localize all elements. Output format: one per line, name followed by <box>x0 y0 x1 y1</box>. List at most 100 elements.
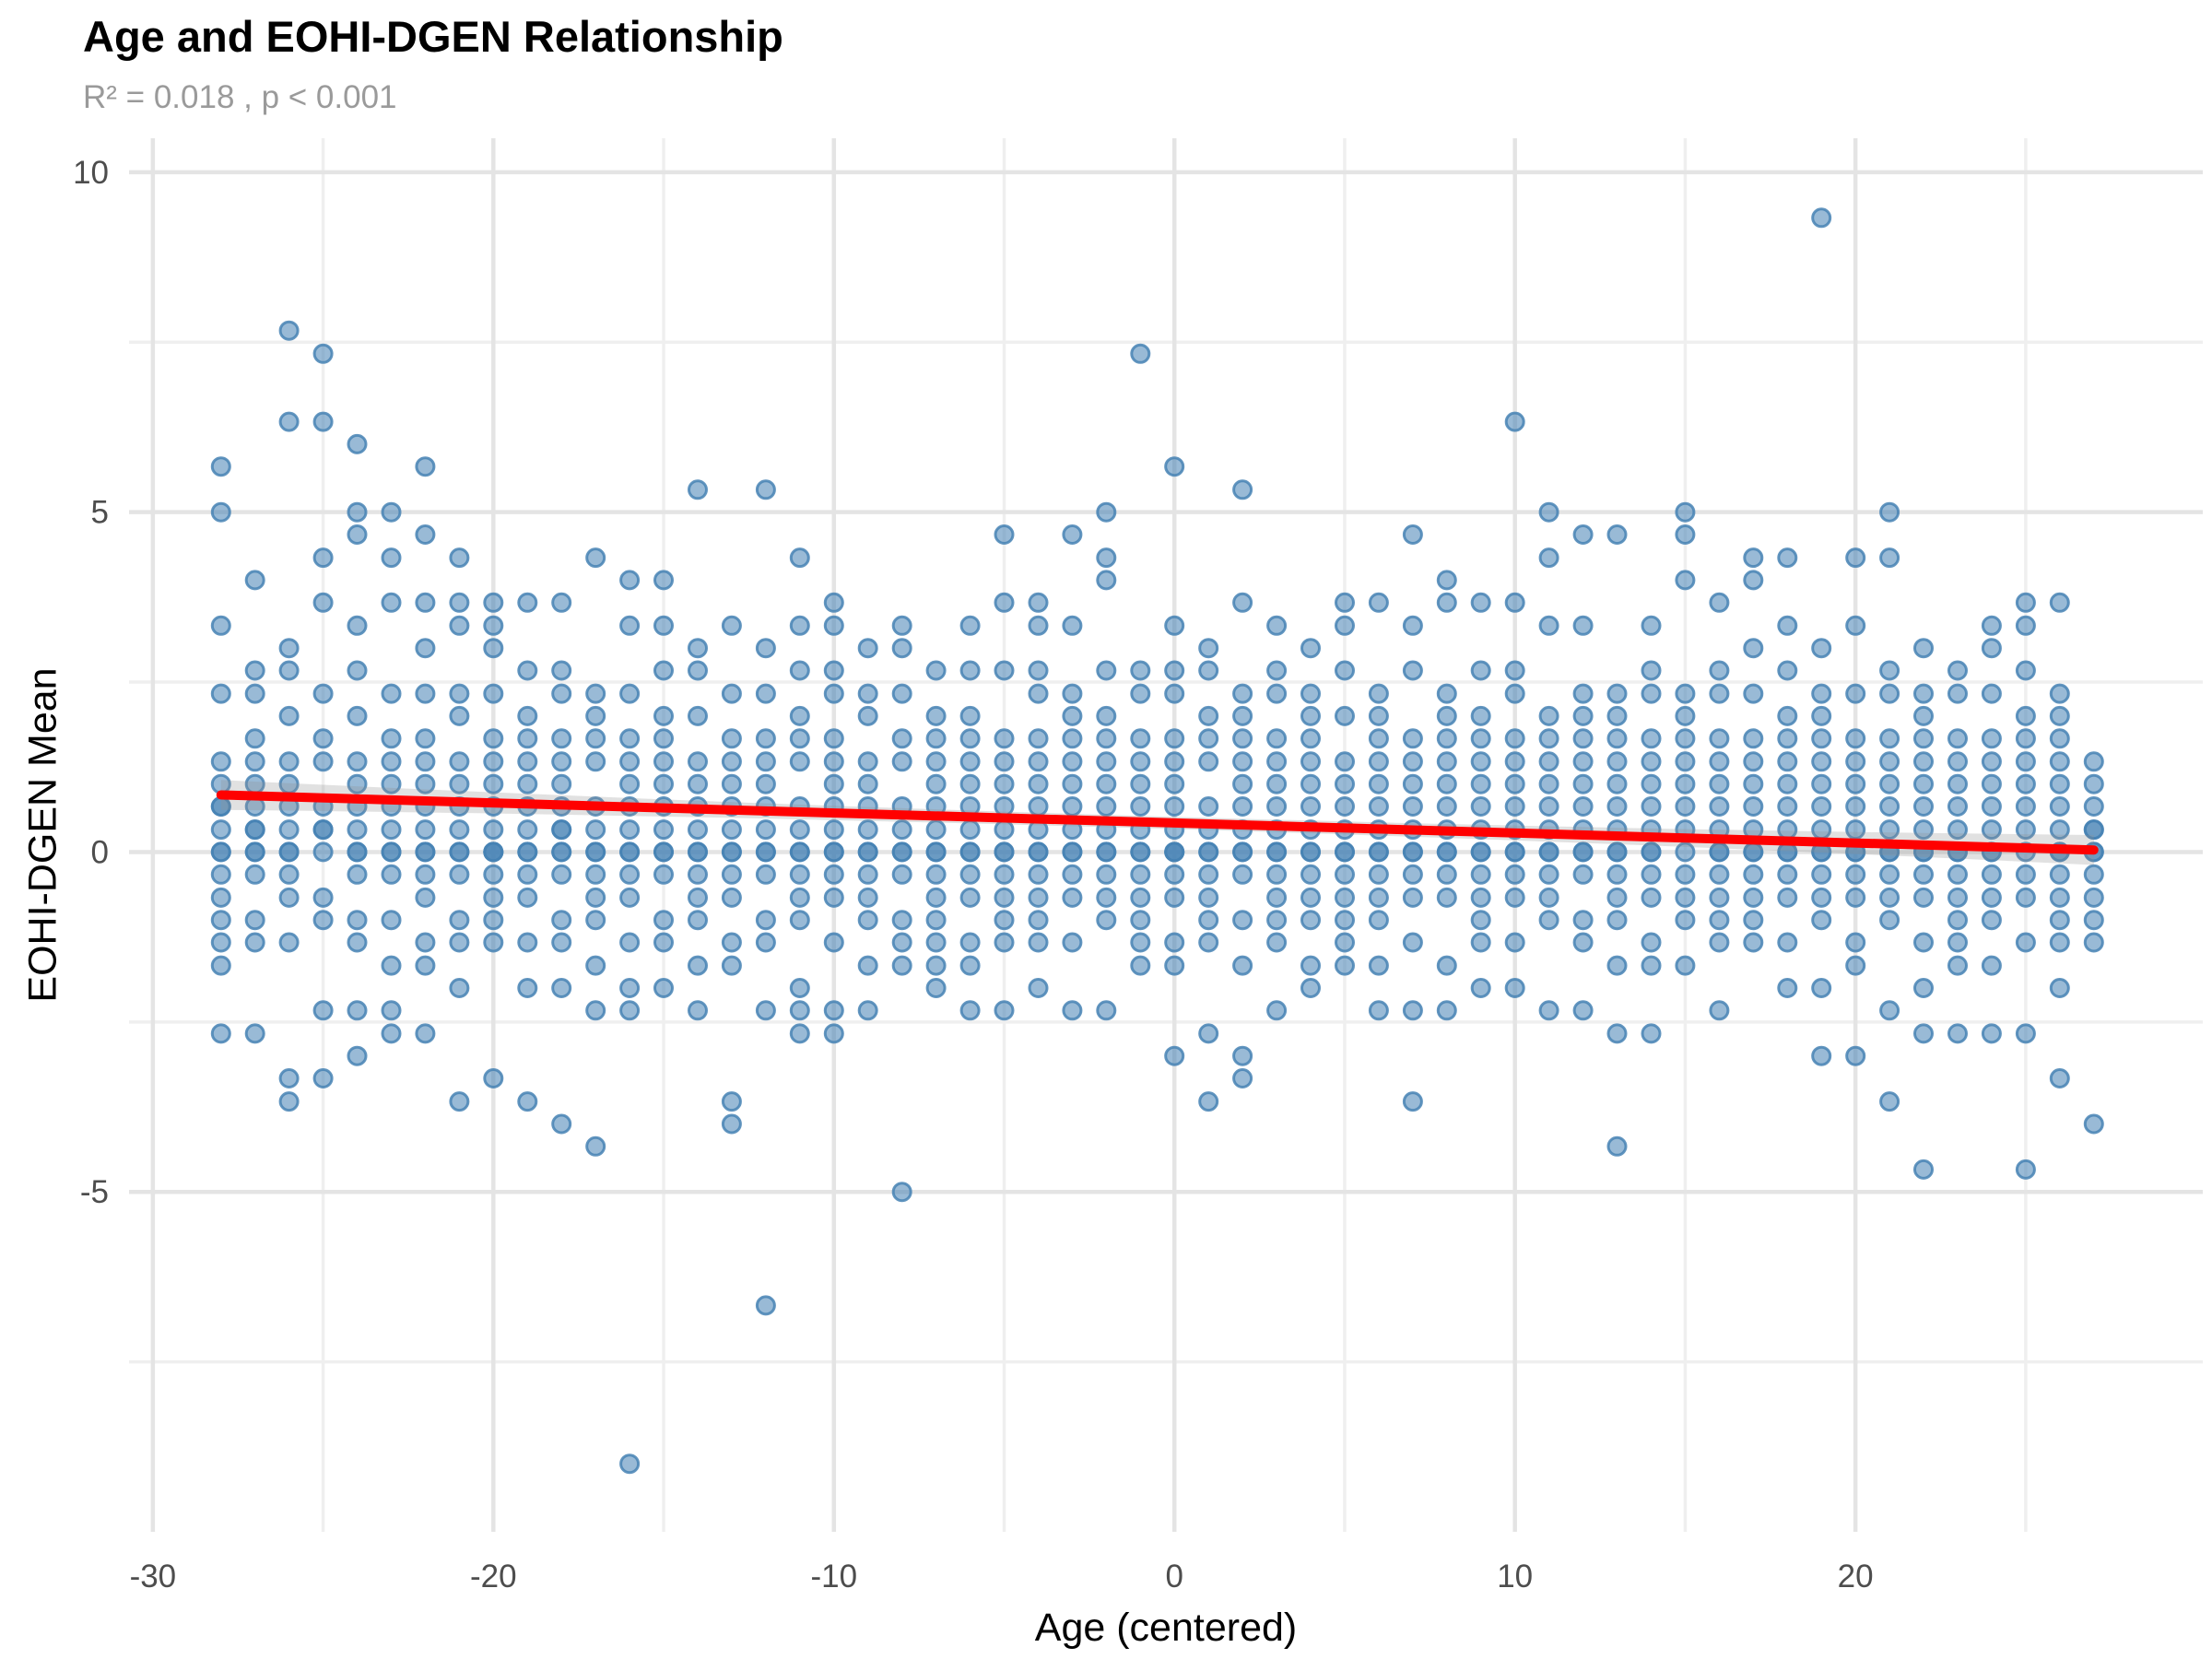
data-point <box>312 547 334 569</box>
data-point <box>1368 887 1389 908</box>
data-point <box>1232 751 1253 772</box>
data-point <box>1641 1023 1662 1044</box>
data-point <box>823 932 844 953</box>
data-point <box>959 751 981 772</box>
data-point <box>1606 1023 1628 1044</box>
data-point <box>210 501 231 523</box>
data-point <box>347 1000 368 1021</box>
data-point <box>1913 728 1934 749</box>
data-point <box>1606 841 1628 863</box>
data-point <box>959 660 981 681</box>
data-point <box>1368 910 1389 931</box>
data-point <box>1368 864 1389 885</box>
data-point <box>1300 683 1321 704</box>
data-point <box>1641 864 1662 885</box>
data-point <box>789 841 810 863</box>
data-point <box>1981 796 2002 817</box>
data-point <box>1096 728 1117 749</box>
data-point <box>755 751 776 772</box>
data-point <box>1913 773 1934 794</box>
data-point <box>1436 1000 1457 1021</box>
data-point <box>857 819 878 841</box>
data-point <box>2083 932 2104 953</box>
data-point <box>1164 615 1185 636</box>
data-point <box>1402 728 1423 749</box>
data-point <box>857 955 878 976</box>
data-point <box>1028 841 1049 863</box>
data-point <box>449 841 470 863</box>
data-point <box>1164 864 1185 885</box>
data-point <box>1675 751 1696 772</box>
data-point <box>1164 660 1185 681</box>
data-point <box>1641 751 1662 772</box>
data-point <box>517 660 538 681</box>
data-point <box>755 638 776 659</box>
data-point <box>1436 751 1457 772</box>
data-point <box>1606 683 1628 704</box>
data-point <box>925 887 947 908</box>
x-axis-title: Age (centered) <box>1034 1606 1298 1650</box>
data-point <box>1572 773 1594 794</box>
data-point <box>1028 660 1049 681</box>
data-point <box>551 910 572 931</box>
data-point <box>1879 547 1900 569</box>
data-point <box>1879 751 1900 772</box>
data-point <box>1743 751 1764 772</box>
data-point <box>1300 751 1321 772</box>
data-point <box>1164 796 1185 817</box>
data-point <box>1164 955 1185 976</box>
data-point <box>449 932 470 953</box>
data-point <box>1402 796 1423 817</box>
data-point <box>789 728 810 749</box>
data-point <box>312 592 334 613</box>
data-point <box>721 955 742 976</box>
data-point <box>755 1000 776 1021</box>
data-point <box>585 910 606 931</box>
data-point <box>483 841 504 863</box>
data-point <box>1402 751 1423 772</box>
data-point <box>1232 705 1253 726</box>
data-point <box>347 773 368 794</box>
data-point <box>551 683 572 704</box>
data-point <box>517 773 538 794</box>
data-point <box>483 910 504 931</box>
data-point <box>244 1023 265 1044</box>
data-point <box>857 864 878 885</box>
data-point <box>1096 547 1117 569</box>
data-point <box>2049 887 2070 908</box>
data-point <box>1198 660 1219 681</box>
data-point <box>585 1135 606 1157</box>
data-point <box>619 864 641 885</box>
y-tick-label: -5 <box>80 1174 109 1210</box>
data-point <box>1504 932 1525 953</box>
data-point <box>1811 978 1832 998</box>
data-point <box>585 728 606 749</box>
data-point <box>449 1091 470 1112</box>
data-point <box>1028 773 1049 794</box>
data-point <box>721 751 742 772</box>
data-point <box>1709 728 1730 749</box>
data-point <box>244 864 265 885</box>
data-point <box>1402 887 1423 908</box>
data-point <box>1130 910 1151 931</box>
data-point <box>312 1068 334 1088</box>
data-point <box>1096 864 1117 885</box>
data-point <box>483 773 504 794</box>
x-tick-label: 10 <box>1497 1559 1533 1594</box>
data-point <box>823 841 844 863</box>
data-point <box>994 751 1015 772</box>
data-point <box>381 547 402 569</box>
data-point <box>1606 910 1628 931</box>
data-point <box>1743 547 1764 569</box>
data-point <box>1743 728 1764 749</box>
data-point <box>1675 524 1696 545</box>
data-point <box>755 819 776 841</box>
data-point <box>2049 864 2070 885</box>
data-point <box>1811 1045 1832 1066</box>
data-point <box>1947 819 1968 841</box>
data-point <box>210 887 231 908</box>
data-point <box>789 705 810 726</box>
data-point <box>1130 660 1151 681</box>
data-point <box>2015 932 2036 953</box>
data-point <box>1981 1023 2002 1044</box>
